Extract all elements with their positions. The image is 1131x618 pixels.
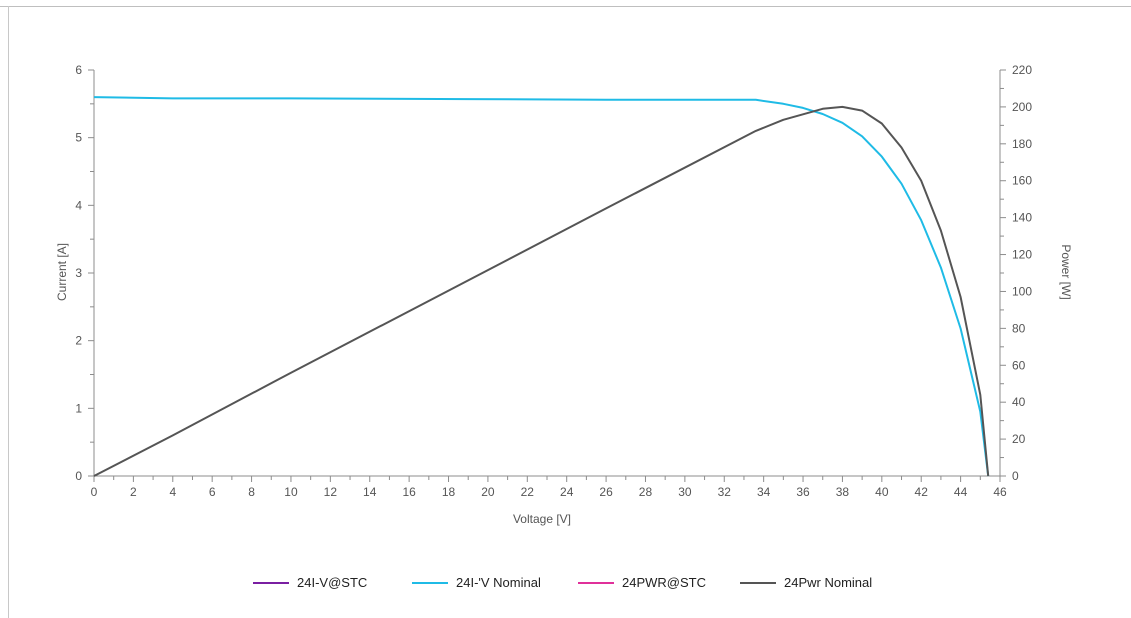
- x-tick-label: 14: [363, 485, 377, 499]
- legend: 24I-V@STC 24I-'V Nominal 24PWR@STC 24Pwr…: [0, 575, 1131, 595]
- x-tick-label: 42: [915, 485, 929, 499]
- y2-axis-title: Power [W]: [1059, 244, 1073, 299]
- y2-tick-label: 200: [1012, 100, 1032, 114]
- y2-tick-label: 80: [1012, 321, 1026, 335]
- legend-swatch-pwr-stc: [578, 581, 614, 584]
- x-tick-label: 6: [209, 485, 216, 499]
- x-tick-label: 30: [678, 485, 692, 499]
- y-tick-label: 1: [75, 401, 82, 415]
- x-tick-label: 36: [796, 485, 810, 499]
- legend-label-pwr-nominal: 24Pwr Nominal: [784, 575, 873, 590]
- series-line-3: [93, 105, 990, 477]
- legend-swatch-pwr-nominal: [740, 581, 776, 584]
- x-tick-label: 0: [91, 485, 98, 499]
- legend-label-iv-stc: 24I-V@STC: [297, 575, 368, 590]
- y2-tick-label: 180: [1012, 137, 1032, 151]
- x-tick-label: 12: [324, 485, 338, 499]
- legend-item-pwr-nominal[interactable]: 24Pwr Nominal: [740, 575, 872, 590]
- y2-tick-label: 100: [1012, 284, 1032, 298]
- legend-swatch-iv-nominal: [412, 581, 448, 584]
- x-tick-label: 28: [639, 485, 653, 499]
- x-tick-label: 16: [402, 485, 416, 499]
- x-tick-label: 44: [954, 485, 968, 499]
- legend-label-iv-nominal: 24I-'V Nominal: [456, 575, 541, 590]
- x-tick-label: 38: [836, 485, 850, 499]
- x-tick-label: 20: [481, 485, 495, 499]
- y2-tick-label: 20: [1012, 432, 1026, 446]
- y-tick-label: 2: [75, 334, 82, 348]
- x-tick-label: 10: [284, 485, 298, 499]
- x-tick-label: 8: [248, 485, 255, 499]
- ticks: 0 2 4 6 8 10 12 14 16 18 20 22 24 26 28 30 32 34 36 38 40 42 4…: [75, 63, 1032, 499]
- legend-label-pwr-stc: 24PWR@STC: [622, 575, 706, 590]
- y2-tick-label: 140: [1012, 211, 1032, 225]
- legend-swatch-iv-stc: [253, 581, 289, 584]
- legend-item-pwr-stc[interactable]: 24PWR@STC: [578, 575, 706, 590]
- y-tick-label: 6: [75, 63, 82, 77]
- y-tick-label: 3: [75, 266, 82, 280]
- x-tick-label: 4: [169, 485, 176, 499]
- x-tick-label: 18: [442, 485, 456, 499]
- x-tick-label: 26: [599, 485, 613, 499]
- y2-tick-label: 120: [1012, 248, 1032, 262]
- x-tick-label: 40: [875, 485, 889, 499]
- x-tick-label: 22: [521, 485, 535, 499]
- series-line-1: [93, 96, 990, 477]
- window-left-border: [8, 6, 9, 618]
- y-tick-label: 4: [75, 198, 82, 212]
- axes: [93, 70, 1001, 477]
- x-tick-label: 2: [130, 485, 137, 499]
- legend-item-iv-nominal[interactable]: 24I-'V Nominal: [412, 575, 541, 590]
- y-axis-title: Current [A]: [55, 243, 69, 301]
- series-lines: [93, 96, 990, 477]
- y-tick-label: 0: [75, 469, 82, 483]
- x-tick-label: 24: [560, 485, 574, 499]
- x-tick-label: 46: [993, 485, 1007, 499]
- chart: 0 2 4 6 8 10 12 14 16 18 20 22 24 26 28 30 32 34 36 38 40 42 4…: [55, 63, 1073, 526]
- y2-tick-label: 0: [1012, 469, 1019, 483]
- x-tick-label: 34: [757, 485, 771, 499]
- y-tick-label: 5: [75, 131, 82, 145]
- y2-tick-label: 160: [1012, 174, 1032, 188]
- x-tick-label: 32: [718, 485, 732, 499]
- window-top-border: [0, 0, 1131, 7]
- y2-tick-label: 220: [1012, 63, 1032, 77]
- x-axis-title: Voltage [V]: [513, 512, 571, 526]
- legend-item-iv-stc[interactable]: 24I-V@STC: [253, 575, 367, 590]
- y2-tick-label: 60: [1012, 358, 1026, 372]
- y2-tick-label: 40: [1012, 395, 1026, 409]
